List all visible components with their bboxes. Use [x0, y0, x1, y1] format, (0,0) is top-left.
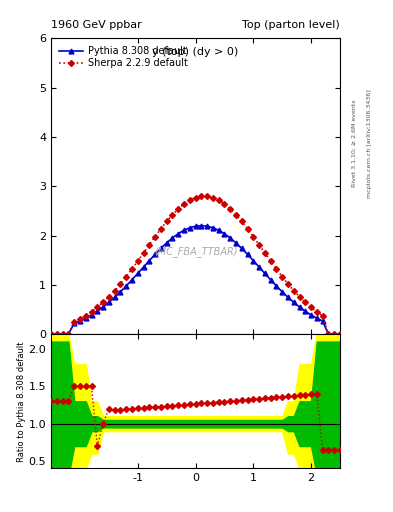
Sherpa 2.2.9 default — [332, 331, 336, 337]
Text: Rivet 3.1.10; ≥ 2.6M events: Rivet 3.1.10; ≥ 2.6M events — [352, 99, 357, 187]
Sherpa 2.2.9 default — [245, 226, 250, 232]
Sherpa 2.2.9 default — [199, 193, 204, 199]
Line: Sherpa 2.2.9 default: Sherpa 2.2.9 default — [49, 194, 342, 336]
Text: 1960 GeV ppbar: 1960 GeV ppbar — [51, 20, 142, 31]
Pythia 8.308 default — [332, 331, 336, 337]
Line: Pythia 8.308 default: Pythia 8.308 default — [49, 223, 342, 336]
Pythia 8.308 default — [49, 331, 53, 337]
Sherpa 2.2.9 default — [338, 331, 342, 337]
Pythia 8.308 default — [141, 264, 146, 270]
Text: y (top) (dy > 0): y (top) (dy > 0) — [152, 47, 239, 57]
Text: (MC_FBA_TTBAR): (MC_FBA_TTBAR) — [154, 246, 237, 257]
Sherpa 2.2.9 default — [136, 258, 140, 264]
Sherpa 2.2.9 default — [141, 250, 146, 256]
Pythia 8.308 default — [199, 223, 204, 229]
Pythia 8.308 default — [338, 331, 342, 337]
Pythia 8.308 default — [136, 270, 140, 276]
Pythia 8.308 default — [112, 294, 117, 301]
Y-axis label: Ratio to Pythia 8.308 default: Ratio to Pythia 8.308 default — [17, 341, 26, 461]
Text: Top (parton level): Top (parton level) — [242, 20, 340, 31]
Text: mcplots.cern.ch [arXiv:1306.3436]: mcplots.cern.ch [arXiv:1306.3436] — [367, 89, 373, 198]
Legend: Pythia 8.308 default, Sherpa 2.2.9 default: Pythia 8.308 default, Sherpa 2.2.9 defau… — [56, 43, 191, 71]
Sherpa 2.2.9 default — [112, 288, 117, 294]
Sherpa 2.2.9 default — [263, 250, 267, 256]
Pythia 8.308 default — [245, 251, 250, 258]
Sherpa 2.2.9 default — [49, 331, 53, 337]
Pythia 8.308 default — [263, 270, 267, 276]
